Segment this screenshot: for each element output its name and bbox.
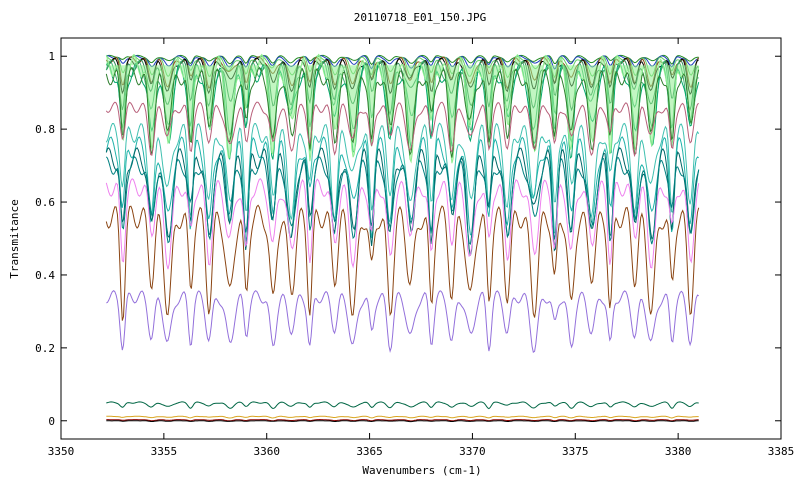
series-line-15 bbox=[105, 178, 700, 270]
chart-title: 20110718_E01_150.JPG bbox=[354, 11, 486, 24]
series-line-17 bbox=[106, 290, 699, 354]
x-axis-label: Wavenumbers (cm-1) bbox=[362, 464, 481, 477]
series-line-18 bbox=[106, 401, 699, 410]
x-tick-label: 3360 bbox=[253, 445, 280, 458]
x-tick-label: 3380 bbox=[665, 445, 692, 458]
y-axis-label: Transmitance bbox=[8, 199, 21, 278]
axis-layer: 3350 3355 3360 3365 3370 3375 3380 3385 0 0.2 0.4 0… bbox=[35, 38, 794, 458]
y-tick-label: 0.2 bbox=[35, 342, 55, 355]
series-line-11 bbox=[105, 122, 700, 221]
series-line-19 bbox=[106, 415, 699, 419]
x-tick-label: 3370 bbox=[459, 445, 486, 458]
series-line-16 bbox=[105, 204, 700, 321]
y-tick-label: 1 bbox=[48, 50, 55, 63]
series-line-20 bbox=[106, 418, 699, 422]
x-tick-label: 3365 bbox=[356, 445, 383, 458]
series-line-21 bbox=[106, 420, 699, 423]
y-tick-label: 0 bbox=[48, 415, 55, 428]
y-tick-label: 0.6 bbox=[35, 196, 55, 209]
y-tick-label: 0.4 bbox=[35, 269, 55, 282]
x-tick-label: 3375 bbox=[562, 445, 589, 458]
x-tick-label: 3350 bbox=[48, 445, 75, 458]
series-line-8 bbox=[105, 53, 700, 164]
series-layer bbox=[105, 53, 700, 423]
series-line-9 bbox=[105, 66, 700, 158]
series-line-14 bbox=[105, 156, 700, 246]
y-tick-label: 0.8 bbox=[35, 123, 55, 136]
x-tick-label: 3385 bbox=[768, 445, 795, 458]
series-line-10 bbox=[105, 101, 699, 158]
plot-frame bbox=[60, 37, 782, 440]
x-tick-label: 3355 bbox=[151, 445, 178, 458]
